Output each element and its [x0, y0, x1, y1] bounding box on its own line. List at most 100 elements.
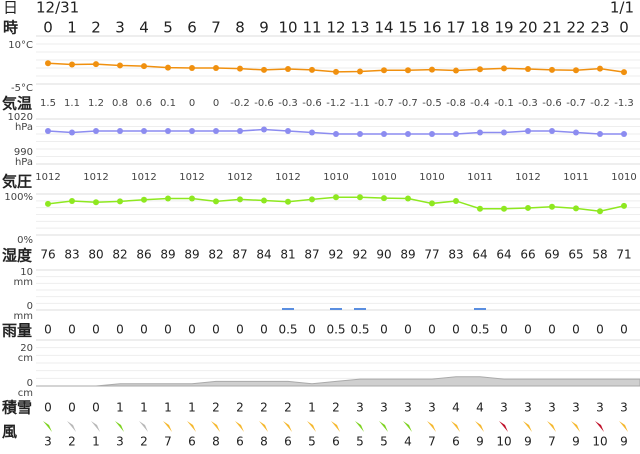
- hour-label: 時: [3, 19, 18, 37]
- hour: 7: [211, 19, 221, 37]
- value-label: 90: [376, 248, 391, 262]
- point: [69, 61, 75, 68]
- value-label: 0.8: [112, 98, 128, 109]
- value-label: 0.6: [136, 98, 152, 109]
- value-label: -0.5: [422, 98, 442, 109]
- value-label: 7: [428, 435, 436, 449]
- point: [189, 65, 195, 71]
- hour: 14: [374, 19, 393, 37]
- y-tick-label: 0: [27, 378, 33, 389]
- point: [165, 64, 171, 71]
- hour: 11: [302, 19, 321, 37]
- point: [597, 131, 603, 137]
- bar: [282, 308, 294, 310]
- y-tick-label: -5°C: [11, 83, 33, 94]
- point: [477, 205, 483, 212]
- hour: 5: [163, 19, 173, 37]
- value-label: 0.1: [160, 98, 176, 109]
- point: [381, 67, 387, 74]
- value-label: 1: [308, 401, 316, 415]
- value-label: 82: [208, 248, 223, 262]
- value-label: 3: [356, 401, 364, 415]
- point: [621, 131, 627, 137]
- value-label: 0: [452, 323, 460, 337]
- hour: 21: [542, 19, 561, 37]
- point: [597, 208, 603, 215]
- wind-arrow: [571, 421, 580, 432]
- point: [309, 196, 315, 203]
- hour: 0: [43, 19, 53, 37]
- point: [549, 66, 555, 73]
- point: [261, 126, 267, 133]
- row-label: 湿度: [2, 247, 33, 265]
- wind-arrow: [43, 421, 52, 432]
- point: [189, 195, 195, 202]
- wind-arrow: [307, 421, 316, 432]
- value-label: 10: [592, 435, 607, 449]
- point: [93, 61, 99, 68]
- value-label: 10: [496, 435, 511, 449]
- wind-arrow: [259, 421, 268, 432]
- value-label: 66: [520, 248, 535, 262]
- value-label: -0.7: [374, 98, 394, 109]
- value-label: 3: [620, 401, 628, 415]
- point: [333, 194, 339, 201]
- value-label: 87: [232, 248, 247, 262]
- value-label: 77: [424, 248, 439, 262]
- wind-arrow: [595, 421, 604, 432]
- value-label: 2: [332, 401, 340, 415]
- value-label: 4: [476, 401, 484, 415]
- point: [213, 198, 219, 205]
- point: [141, 63, 147, 70]
- value-label: -1.1: [350, 98, 370, 109]
- point: [453, 67, 459, 74]
- value-label: 0.5: [350, 323, 369, 337]
- point: [501, 65, 507, 72]
- value-label: 1: [116, 401, 124, 415]
- value-label: -0.2: [230, 98, 250, 109]
- point: [45, 60, 51, 67]
- point: [93, 128, 99, 134]
- value-label: 1012: [83, 172, 108, 183]
- point: [285, 65, 291, 72]
- value-label: 3: [524, 401, 532, 415]
- wind-arrow: [355, 421, 364, 432]
- point: [357, 68, 363, 75]
- value-label: 0: [164, 323, 172, 337]
- point: [381, 131, 387, 137]
- value-label: 4: [404, 435, 412, 449]
- point: [429, 66, 435, 73]
- wind-arrow: [115, 421, 124, 432]
- value-label: 0: [188, 323, 196, 337]
- value-label: -0.2: [590, 98, 610, 109]
- point: [189, 128, 195, 134]
- point: [45, 128, 51, 134]
- value-label: 7: [548, 435, 556, 449]
- value-label: 3: [116, 435, 124, 449]
- value-label: 0: [68, 323, 76, 337]
- value-label: 89: [400, 248, 415, 262]
- hour: 19: [494, 19, 513, 37]
- y-tick-label: 10: [20, 267, 33, 278]
- wind-arrow: [211, 421, 220, 432]
- point: [501, 129, 507, 136]
- value-label: 87: [304, 248, 319, 262]
- hour: 0: [619, 19, 629, 37]
- wind-arrow: [187, 421, 196, 432]
- point: [237, 128, 243, 134]
- point: [381, 195, 387, 202]
- value-label: -0.3: [278, 98, 298, 109]
- point: [45, 200, 51, 207]
- wind-arrow: [547, 421, 556, 432]
- point: [285, 128, 291, 134]
- point: [93, 199, 99, 206]
- y-tick-unit: hPa: [15, 157, 33, 168]
- point: [429, 131, 435, 137]
- value-label: 0: [428, 323, 436, 337]
- hour: 12: [326, 19, 345, 37]
- wind-arrow: [163, 421, 172, 432]
- date-left: 12/31: [36, 0, 79, 17]
- value-label: 6: [284, 435, 292, 449]
- hour: 22: [566, 19, 585, 37]
- point: [141, 196, 147, 203]
